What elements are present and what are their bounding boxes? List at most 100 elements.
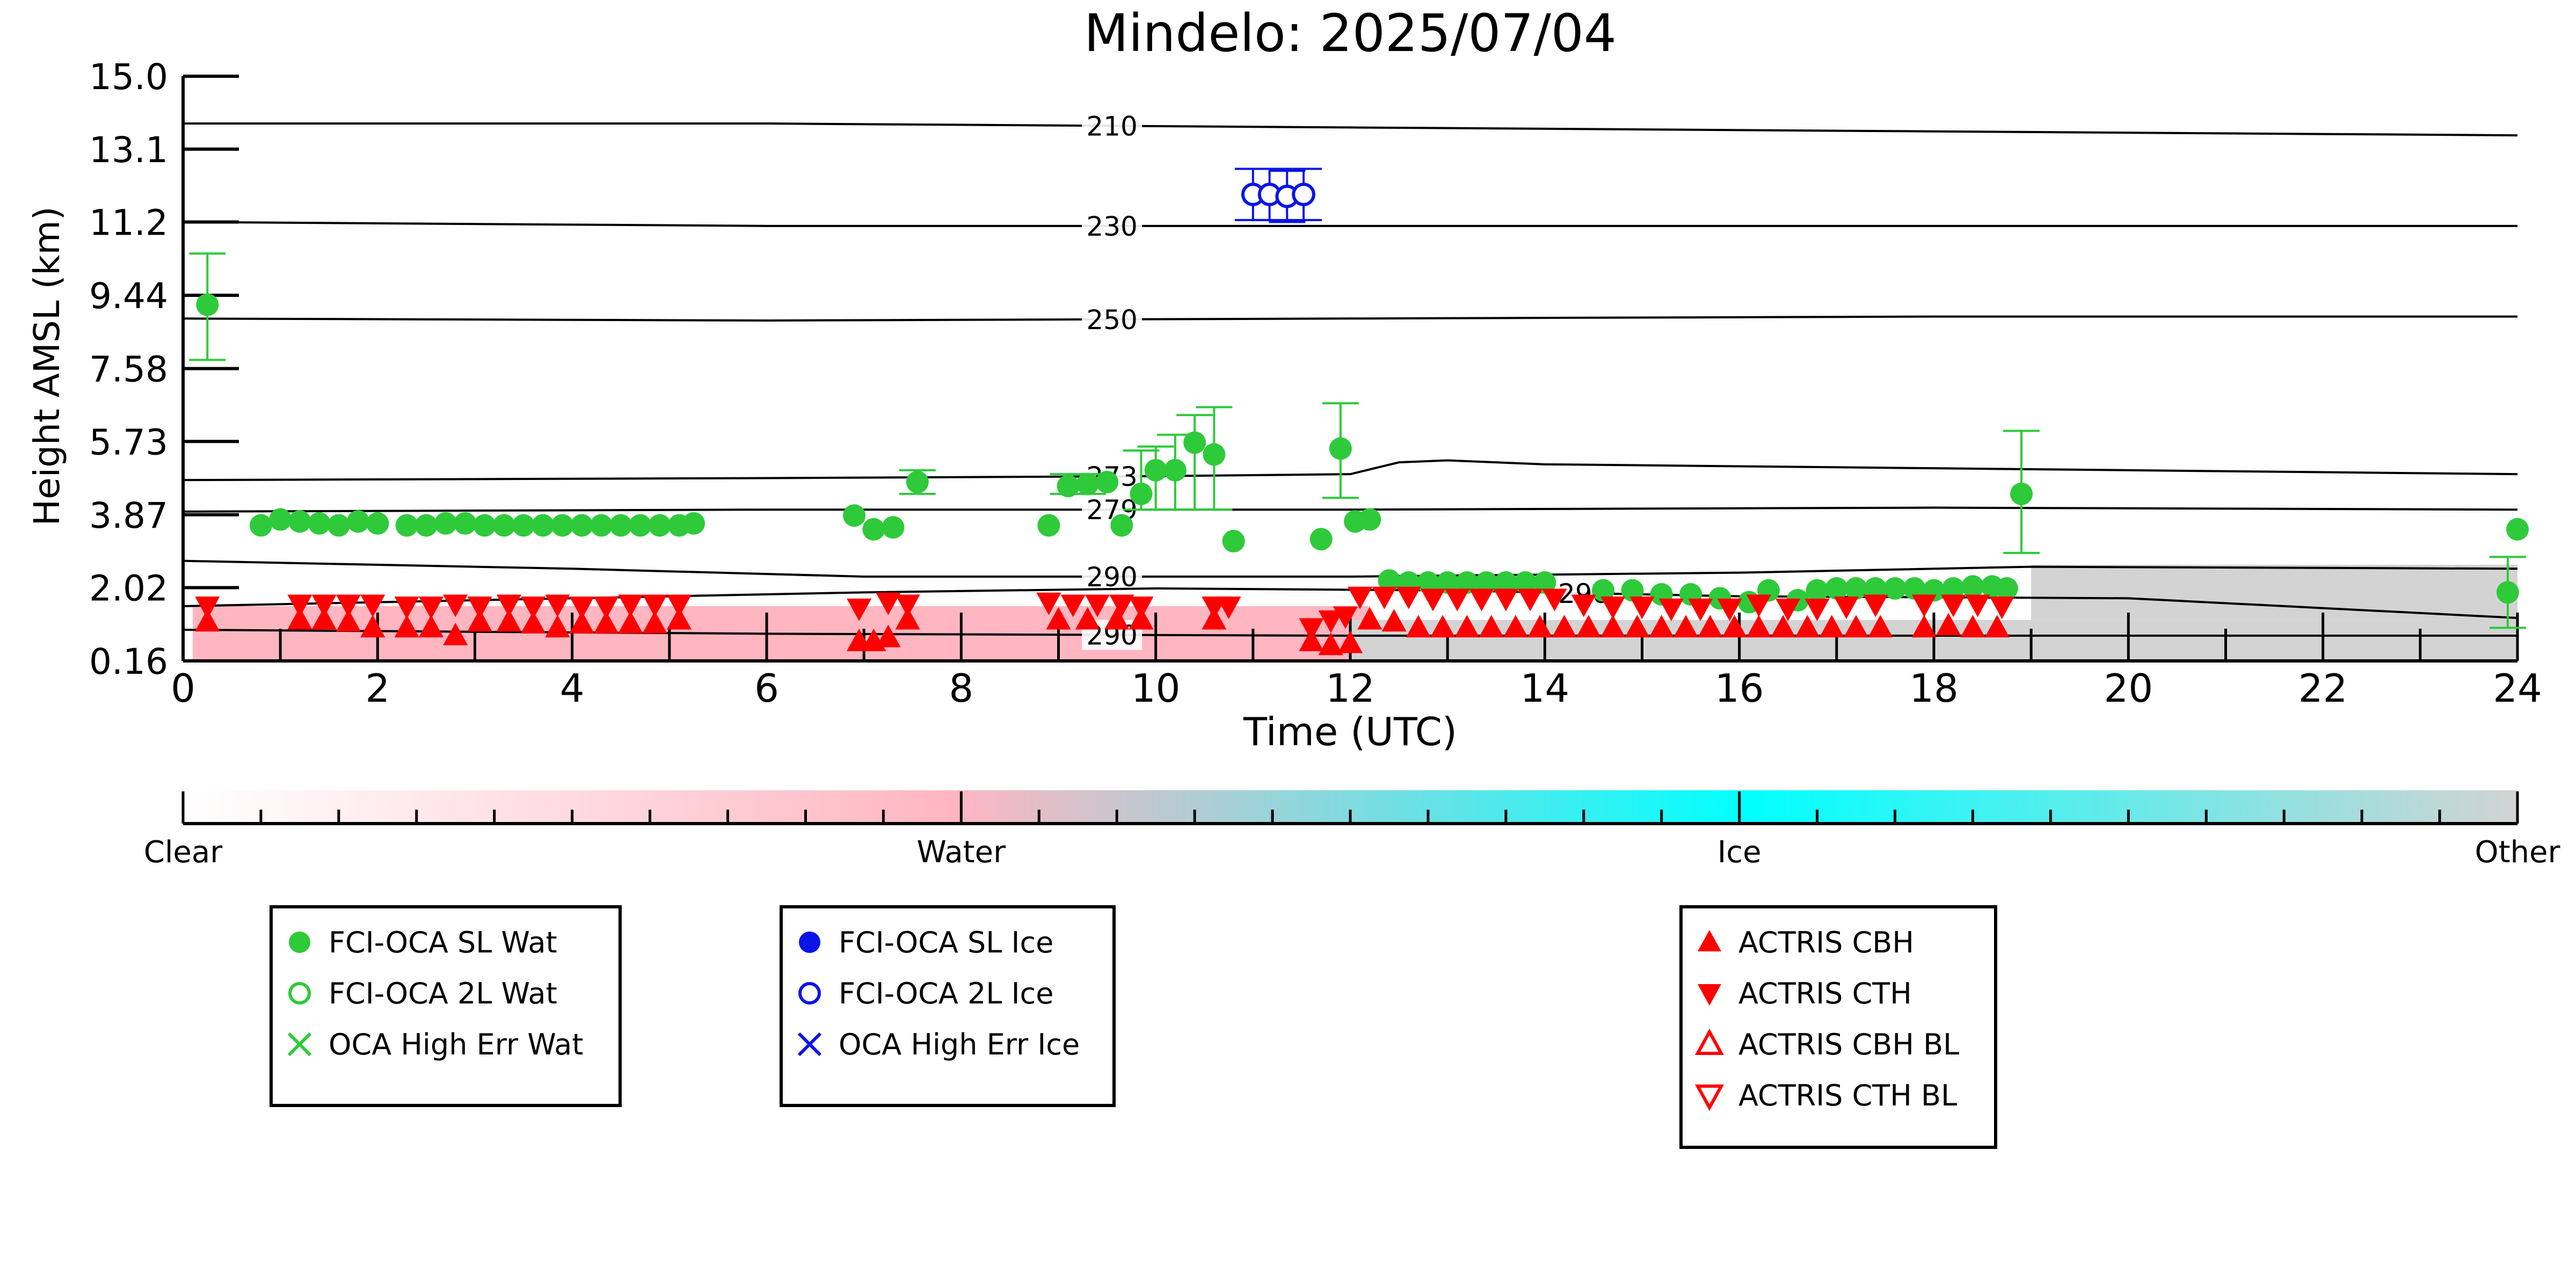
legend-entry: ACTRIS CTH BL (1683, 1071, 1957, 1119)
data-point (569, 596, 594, 620)
data-point (1864, 577, 1887, 600)
data-point (1445, 588, 1470, 612)
data-point (1333, 606, 1358, 629)
data-point (1845, 577, 1868, 600)
legend-label: OCA High Err Ice (839, 1027, 1080, 1061)
data-point (288, 510, 311, 533)
data-point (1833, 596, 1859, 620)
data-point (1911, 594, 1937, 617)
data-point (1479, 615, 1504, 638)
data-point (1649, 615, 1674, 638)
data-point (876, 592, 901, 615)
data-point (618, 594, 643, 617)
data-point (1698, 615, 1723, 638)
data-point (1292, 183, 1315, 207)
data-point (1621, 579, 1644, 602)
data-point (629, 514, 652, 537)
data-point (1552, 615, 1577, 638)
data-point (648, 514, 671, 537)
data-point (1406, 615, 1431, 638)
data-point (1961, 575, 1984, 598)
legend-marker-icon (797, 1032, 822, 1057)
legend-marker-shape (799, 932, 820, 953)
data-point (1493, 588, 1518, 612)
contour-line-0 (183, 122, 2518, 137)
legend-marker-shape (288, 982, 311, 1005)
data-point (876, 624, 901, 647)
data-point (467, 596, 492, 620)
y-tick-label: 2.02 (89, 568, 168, 609)
data-point (609, 514, 632, 537)
colorbar-label-ice: Ice (1718, 835, 1762, 870)
data-point (1046, 607, 1071, 630)
data-point (1358, 508, 1381, 531)
contour-label: 210 (1086, 111, 1137, 142)
data-point (1337, 630, 1363, 653)
data-point (434, 512, 457, 535)
contour-label: 290 (1086, 562, 1137, 593)
data-point (1989, 596, 2014, 620)
series-fci-oca-sl-wat (189, 252, 2529, 629)
data-point (1309, 528, 1333, 551)
data-point (366, 512, 389, 535)
x-axis-label: Time (UTC) (1243, 709, 1457, 754)
data-point (545, 594, 570, 617)
data-point (1416, 571, 1439, 594)
data-point (311, 607, 337, 630)
data-point (1456, 571, 1479, 594)
x-tick-label: 8 (949, 666, 973, 711)
contour-label-bg (1082, 210, 1143, 241)
data-point (360, 615, 385, 638)
data-point (1436, 571, 1459, 594)
y-tick-label: 0.16 (89, 641, 168, 682)
x-tick-label: 4 (560, 666, 585, 711)
legend-entry: FCI-OCA SL Wat (273, 918, 557, 966)
legend-marker-icon (799, 932, 820, 953)
legend-marker-icon (288, 982, 311, 1005)
data-point (454, 512, 477, 535)
data-point (1381, 609, 1407, 632)
y-axis-label: Height AMSL (km) (26, 207, 68, 526)
x-tick-label: 18 (1909, 666, 1959, 711)
data-point (1883, 577, 1906, 600)
data-point (1625, 615, 1650, 638)
data-point (1144, 459, 1167, 482)
legend-label: ACTRIS CBH (1738, 925, 1914, 959)
data-point (1503, 615, 1529, 638)
data-point (287, 607, 312, 630)
series-actris-cth (195, 586, 2014, 641)
data-point (1104, 607, 1130, 630)
data-point (1984, 615, 2010, 638)
data-point (1357, 607, 1382, 630)
data-point (1965, 594, 1990, 617)
data-point (1843, 615, 1869, 638)
data-point (1203, 443, 1226, 466)
x-tick-label: 24 (2493, 666, 2542, 711)
data-point (1717, 598, 1742, 621)
data-point (1348, 586, 1373, 609)
data-point (1216, 596, 1241, 620)
data-point (862, 518, 885, 541)
legend-label: FCI-OCA SL Ice (839, 925, 1054, 959)
data-point (642, 610, 667, 634)
legend-entry: FCI-OCA 2L Ice (783, 969, 1053, 1017)
data-point (1518, 588, 1543, 612)
data-point (443, 622, 468, 645)
data-point (287, 594, 312, 617)
series-fci-oca-2l-ice (1234, 168, 1322, 223)
data-point (336, 594, 361, 617)
data-point (1318, 632, 1343, 656)
x-tick-label: 20 (2104, 666, 2153, 711)
legend-entry: ACTRIS CBH BL (1683, 1020, 1959, 1068)
data-point (666, 594, 692, 617)
legend-marker-shape (1694, 1028, 1724, 1055)
data-point (1036, 592, 1061, 615)
y-tick-label: 3.87 (89, 495, 168, 536)
x-tick-label: 2 (365, 666, 390, 711)
legend-marker-shape (798, 982, 821, 1005)
data-point (1183, 431, 1206, 454)
legend-marker-icon (287, 1032, 312, 1057)
data-point (496, 594, 522, 617)
data-point (1936, 613, 1961, 636)
